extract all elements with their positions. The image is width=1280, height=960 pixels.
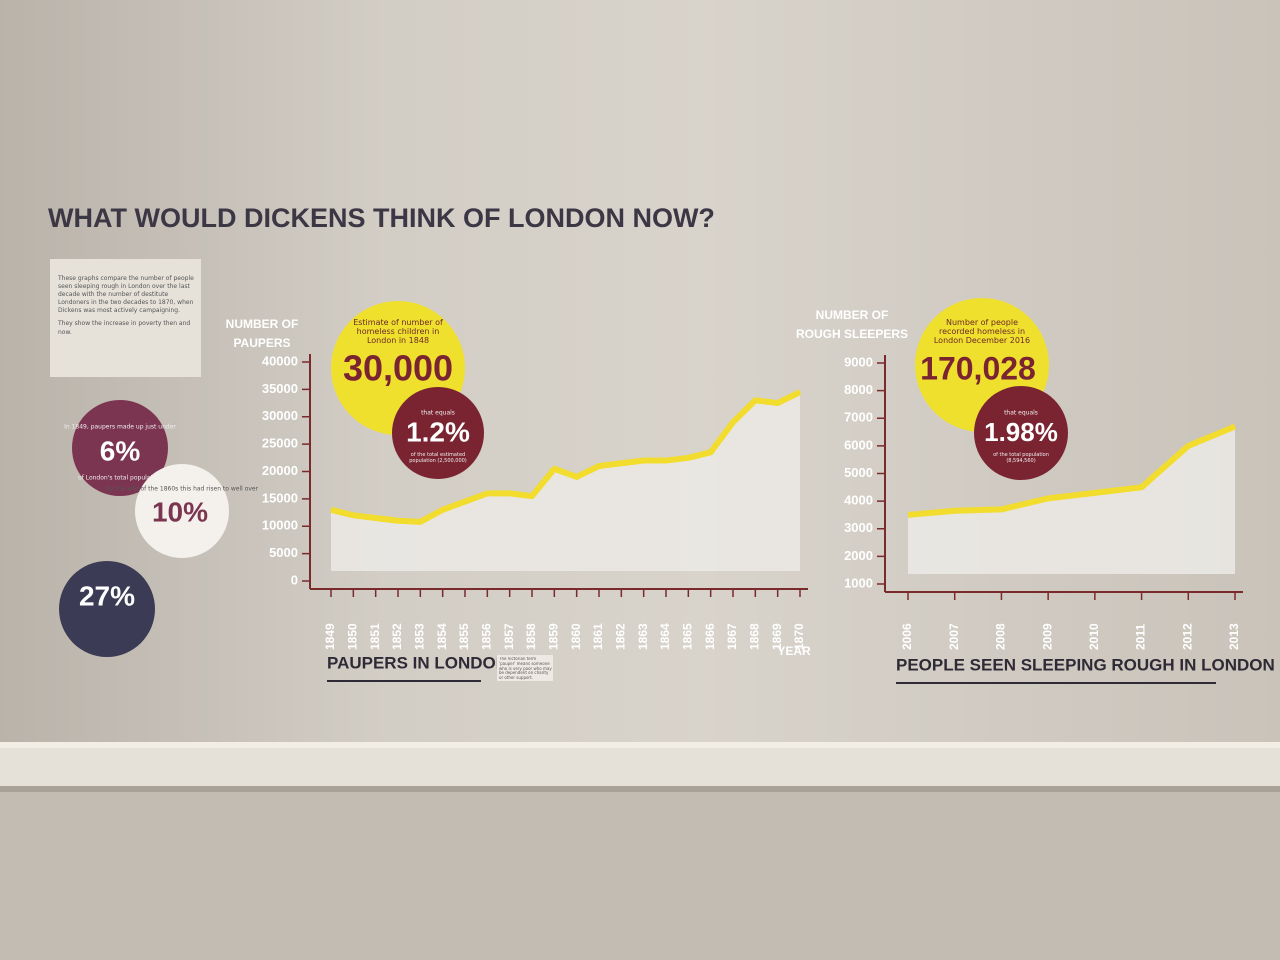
x-tick-label: 1857 [502,623,516,650]
x-tick-label: 1855 [457,623,471,650]
note: The Victorian term 'pauper' means someon… [499,657,552,681]
callout-percent: 1.98% [984,417,1058,447]
x-tick-label: 1859 [547,623,561,650]
note: of the total estimated population (2,500… [409,452,467,464]
callout-note: of the total population (8,594,560) [993,452,1049,464]
y-tick-label: 6000 [844,437,873,452]
callout-circle [392,387,484,479]
y-tick-label: 5000 [269,545,298,560]
x-tick-label: 2010 [1087,623,1101,650]
x-tick-label: 2009 [1040,623,1054,650]
line [907,423,1237,518]
y-tick-label: 7000 [844,410,873,425]
x-tick-label: 2006 [900,623,914,650]
y-tick-label: 1000 [844,575,873,590]
y-tick-label: 30000 [262,408,298,423]
y-tick-label: 25000 [262,436,298,451]
lower-wall [0,792,1280,960]
fact-big: 6% [100,435,141,466]
x-tick-label: 1864 [658,623,672,650]
x-tick-label: 1853 [413,623,427,650]
chart-title: PEOPLE SEEN SLEEPING ROUGH IN LONDON [896,655,1275,674]
x-tick-label: 2013 [1227,623,1241,650]
x-tick-label: 1858 [524,623,538,650]
x-tick-label: 1863 [636,623,650,650]
y-tick-label: 5000 [844,465,873,480]
callout-caption: Estimate of number of homeless children … [353,318,443,345]
note: of the total population (8,594,560) [993,452,1049,464]
x-tick-label: 1850 [346,623,360,650]
caption: Estimate of number of homeless children … [353,318,443,345]
y-tick-label: 0 [291,572,298,587]
y-tick-label: 2000 [844,548,873,563]
x-tick-label: 1868 [748,623,762,650]
note-box [497,655,553,681]
intro-p: They show the increase in poverty then a… [58,320,191,336]
y-tick-label: 8000 [844,382,873,397]
y-tick-label: 15000 [262,490,298,505]
x-tick-label: 1862 [614,623,628,650]
fact-text: By the end of the 1860s this had risen t… [106,486,259,493]
callout-caption: Number of people recorded homeless in Lo… [933,318,1031,345]
page-title: WHAT WOULD DICKENS THINK OF LONDON NOW? [48,203,715,233]
equals: that equals [1004,410,1038,417]
y-tick-label: 40000 [262,353,298,368]
x-tick-label: 1869 [770,623,784,650]
fact-circle [72,400,168,496]
y-axis-label: NUMBER OF ROUGH SLEEPERS [796,308,908,341]
callout-circle [974,386,1068,480]
molding [0,742,1280,792]
intro-p: These graphs compare the number of peopl… [58,275,194,315]
y-tick-label: 9000 [844,354,873,369]
molding-edge [0,742,1280,748]
x-tick-label: 1856 [480,623,494,650]
fact-big: 27% [79,580,135,611]
fact-circle [59,561,155,657]
x-tick-label: 2007 [947,623,961,650]
x-tick-label: 2008 [994,623,1008,650]
fact-text: In 1849, paupers made up just under [64,424,176,431]
fact-circle [135,464,229,558]
callout-big: 30,000 [343,348,453,389]
y-tick-label: 35000 [262,381,298,396]
x-axis-label: YEAR [777,644,811,658]
x-tick-label: 1852 [390,623,404,650]
fact-big: 10% [152,496,208,527]
x-tick-label: 1865 [681,623,695,650]
chart-title: PAUPERS IN LONDON [327,653,508,672]
caption: Number of people recorded homeless in Lo… [933,318,1031,345]
area [331,392,800,571]
x-tick-label: 1866 [703,623,717,650]
callout-note: of the total estimated population (2,500… [409,452,467,464]
x-tick-label: 1854 [435,623,449,650]
x-tick-label: 2011 [1134,624,1148,650]
x-tick-label: 2012 [1180,623,1194,650]
y-tick-label: 10000 [262,518,298,533]
y-axis-label: NUMBER OF PAUPERS [226,317,299,350]
x-tick-label: 1861 [591,623,605,650]
y-tick-label: 20000 [262,463,298,478]
x-tick-label: 1849 [323,623,337,650]
callout-percent: 1.2% [406,416,470,447]
intro: These graphs compare the number of peopl… [58,275,194,336]
molding-shadow [0,786,1280,792]
area [908,426,1235,574]
equals: that equals [421,410,455,417]
x-tick-label: 1860 [569,623,583,650]
intro-box [50,259,201,377]
y-tick-label: 3000 [844,520,873,535]
x-tick-label: 1870 [792,623,806,650]
pauper-note: The Victorian term 'pauper' means someon… [499,657,552,681]
fact-text: of London's total population [78,475,162,482]
line [330,389,802,525]
x-tick-label: 1867 [725,623,739,650]
y-tick-label: 4000 [844,493,873,508]
x-tick-label: 1851 [368,623,382,650]
callout-big: 170,028 [920,350,1036,386]
